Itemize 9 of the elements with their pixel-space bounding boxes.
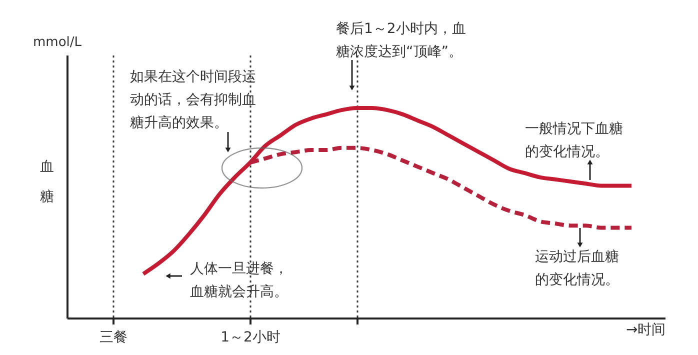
y-axis-title: 血糖 xyxy=(40,159,54,205)
x-axis-title: →时间 xyxy=(626,322,666,338)
x-tick-label: 三餐 xyxy=(99,330,128,346)
text: mmol/L xyxy=(33,35,82,50)
text: 餐后1～2小时内，血糖浓度达到“顶峰”。 xyxy=(336,21,466,60)
annotation: 如果在这个时间段运动的话，会有抑制血糖升高的效果。 xyxy=(130,69,256,131)
annotation: 一般情况下血糖的变化情况。 xyxy=(525,121,623,160)
x-tick-label: 1～2小时 xyxy=(220,330,280,346)
annotation: 运动过后血糖的变化情况。 xyxy=(535,249,619,288)
